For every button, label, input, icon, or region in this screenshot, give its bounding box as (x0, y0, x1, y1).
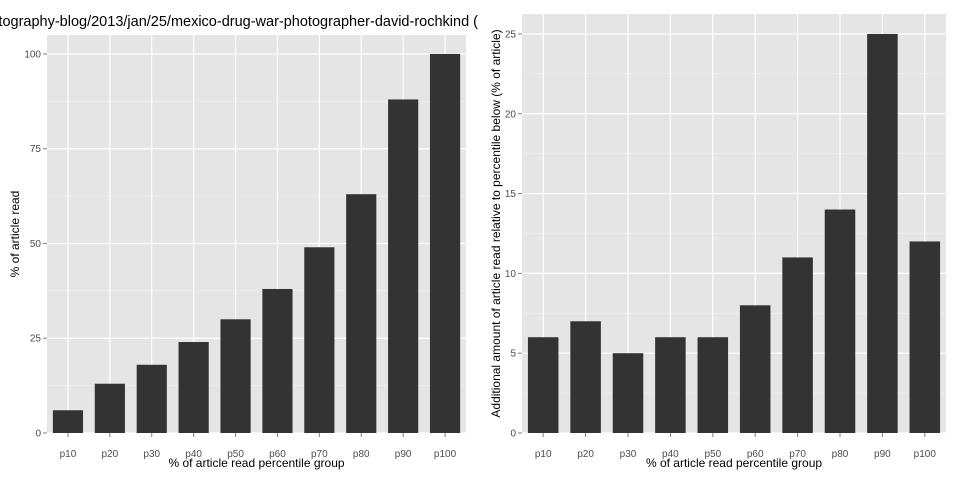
right-bar-p70 (782, 257, 813, 433)
left-x-tick-label: p60 (269, 449, 286, 460)
left-bar-p20 (94, 383, 125, 433)
right-x-tick-label: p50 (704, 449, 721, 460)
left-x-tick-label: p100 (434, 449, 457, 460)
right-x-tick-label: p40 (662, 449, 679, 460)
right-bar-p40 (655, 337, 686, 433)
left-y-axis-title: % of article read (8, 191, 22, 278)
right-bar-p20 (570, 321, 601, 433)
right-bar-p60 (739, 305, 771, 433)
left-bar-p80 (346, 194, 377, 433)
right-y-tick-label: 20 (505, 109, 517, 120)
left-x-tick-label: p10 (60, 449, 77, 460)
left-x-tick-label: p30 (143, 449, 160, 460)
left-bar-p50 (220, 319, 251, 433)
left-bar-p90 (388, 99, 419, 433)
left-y-tick-label: 25 (30, 334, 42, 345)
right-y-tick-label: 10 (505, 269, 517, 280)
right-x-tick-label: p30 (620, 449, 637, 460)
right-x-tick-label: p70 (789, 449, 806, 460)
left-x-tick-label: p70 (311, 449, 328, 460)
right-bar-p80 (824, 209, 856, 433)
left-y-tick-label: 0 (35, 429, 41, 440)
left-x-axis-title: % of article read percentile group (168, 456, 344, 470)
right-y-tick-label: 15 (505, 189, 517, 200)
left-bar-p30 (136, 364, 167, 433)
right-bar-p100 (909, 241, 941, 433)
right-y-tick-label: 0 (510, 429, 516, 440)
right-x-axis-title: % of article read percentile group (646, 456, 822, 470)
chart-title-text: otography-blog/2013/jan/25/mexico-drug-w… (0, 14, 478, 30)
left-bar-p70 (304, 247, 335, 433)
right-y-tick-label: 25 (505, 29, 517, 40)
right-bar-p30 (612, 353, 644, 433)
left-x-tick-label: p80 (353, 449, 370, 460)
right-bar-p10 (527, 337, 559, 433)
left-x-tick-label: p90 (395, 449, 412, 460)
right-x-tick-label: p80 (832, 449, 849, 460)
right-x-tick-label: p10 (535, 449, 552, 460)
left-y-tick-label: 50 (30, 239, 42, 250)
right-bar-p50 (697, 337, 729, 433)
left-x-tick-label: p50 (227, 449, 244, 460)
right-y-axis-title: Additional amount of article read relati… (489, 29, 503, 417)
right-bar-p90 (867, 33, 898, 433)
left-x-tick-label: p20 (102, 449, 119, 460)
left-bar-p60 (262, 288, 293, 433)
left-bar-p40 (178, 342, 209, 433)
left-x-tick-label: p40 (185, 449, 202, 460)
left-chart-panel: 0 25 50 75 100 p10 p20 p30 p40 p50 p60 p70 p80 p90 p10… (8, 35, 466, 470)
right-x-tick-label: p60 (747, 449, 764, 460)
right-x-tick-label: p90 (874, 449, 891, 460)
left-bar-p100 (429, 53, 461, 433)
right-y-tick-label: 5 (510, 349, 516, 360)
left-y-tick-label: 100 (24, 49, 41, 60)
left-y-tick-label: 75 (30, 144, 42, 155)
right-chart-panel: 0 5 10 15 20 25 p10 p20 p30 p40 p50 p60 p70 p80 p90 p10… (489, 14, 946, 470)
right-x-tick-label: p100 (914, 449, 937, 460)
right-x-tick-label: p20 (577, 449, 594, 460)
chart-title: otography-blog/2013/jan/25/mexico-drug-w… (0, 14, 480, 34)
left-bar-p10 (52, 410, 84, 433)
